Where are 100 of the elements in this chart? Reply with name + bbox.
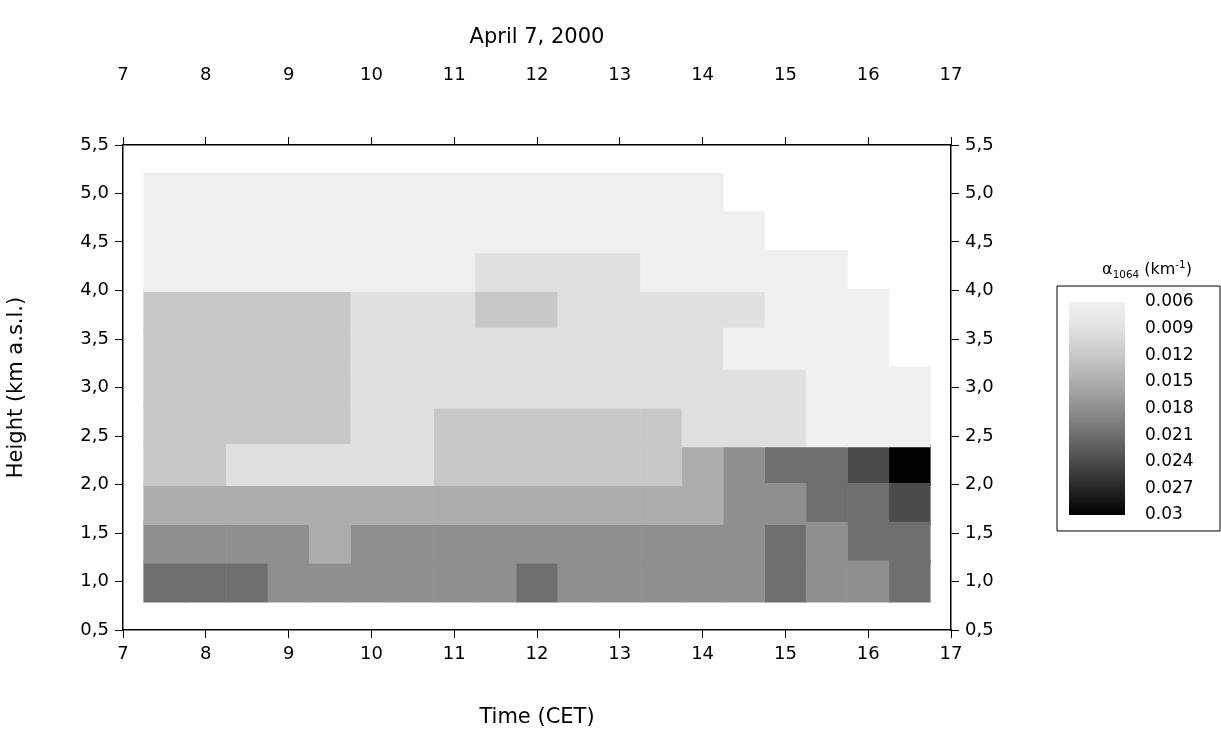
point bbox=[309, 250, 351, 293]
point bbox=[681, 560, 724, 603]
point bbox=[474, 327, 517, 370]
point bbox=[888, 521, 931, 564]
x-tick-label: 7 bbox=[117, 62, 129, 84]
y-tick-label: 1,5 bbox=[80, 520, 109, 542]
color-bar-label: 0.018 bbox=[1145, 396, 1194, 417]
point bbox=[267, 250, 310, 293]
y2-tick-label: 1,5 bbox=[965, 520, 994, 542]
chart-title: April 7, 2000 bbox=[469, 24, 605, 49]
point bbox=[309, 444, 351, 487]
y2-tick-label: 2,5 bbox=[965, 423, 994, 445]
point bbox=[474, 366, 517, 409]
y-axis-title: Height (km a.s.l.) bbox=[3, 296, 28, 479]
x-tick-label: 8 bbox=[200, 62, 212, 84]
point bbox=[226, 250, 269, 293]
point bbox=[474, 250, 517, 293]
y2-tick-label: 5,0 bbox=[965, 181, 994, 203]
x-tick-label: 9 bbox=[282, 62, 295, 84]
point bbox=[557, 366, 600, 409]
x-tick-label: 16 bbox=[856, 62, 880, 84]
x-tick-label: 13 bbox=[608, 62, 632, 84]
x-axis-title: Time (CET) bbox=[478, 703, 595, 728]
x-tick-label: 14 bbox=[691, 62, 715, 84]
x2-tick-label: 12 bbox=[525, 642, 549, 664]
x2-tick-label: 14 bbox=[691, 642, 715, 664]
y2-tick-label: 0,5 bbox=[965, 617, 994, 639]
point bbox=[267, 560, 310, 603]
point bbox=[516, 444, 558, 487]
y-tick-label: 3,5 bbox=[80, 326, 109, 348]
point bbox=[557, 444, 600, 487]
point bbox=[640, 444, 683, 487]
point bbox=[640, 366, 683, 409]
point bbox=[723, 250, 765, 293]
point bbox=[681, 405, 724, 448]
point bbox=[143, 250, 186, 293]
y-tick-label: 3,0 bbox=[80, 375, 109, 397]
y2-tick-label: 5,5 bbox=[965, 132, 994, 154]
point bbox=[267, 444, 310, 487]
y-tick-label: 5,5 bbox=[80, 132, 109, 154]
point bbox=[888, 482, 931, 525]
point bbox=[847, 405, 890, 448]
point bbox=[143, 444, 186, 487]
point bbox=[764, 560, 807, 603]
x2-tick-label: 11 bbox=[442, 642, 466, 664]
y2-tick-label: 4,0 bbox=[965, 278, 994, 300]
point bbox=[143, 327, 186, 370]
point bbox=[764, 482, 807, 525]
point bbox=[598, 444, 641, 487]
point bbox=[433, 560, 476, 603]
color-bar-label: 0.024 bbox=[1145, 450, 1194, 471]
point bbox=[598, 560, 641, 603]
point bbox=[723, 405, 765, 448]
y-tick-label: 2,0 bbox=[80, 472, 109, 494]
x-tick-label: 10 bbox=[359, 62, 383, 84]
point bbox=[681, 482, 724, 525]
point bbox=[516, 366, 558, 409]
y2-tick-label: 3,0 bbox=[965, 375, 994, 397]
color-bar-label: 0.006 bbox=[1145, 290, 1194, 311]
x2-tick-label: 7 bbox=[117, 642, 129, 664]
y-tick-label: 1,0 bbox=[80, 569, 109, 591]
x2-tick-label: 17 bbox=[939, 642, 963, 664]
point bbox=[391, 560, 434, 603]
point bbox=[391, 444, 434, 487]
color-bar-label: 0.015 bbox=[1145, 370, 1194, 391]
x-tick-label: 17 bbox=[939, 62, 963, 84]
color-bar-label: 0.009 bbox=[1145, 317, 1194, 338]
point bbox=[805, 405, 848, 448]
x2-tick-label: 16 bbox=[856, 642, 880, 664]
point bbox=[350, 444, 393, 487]
point bbox=[474, 560, 517, 603]
color-bar-label: 0.03 bbox=[1145, 503, 1183, 524]
point bbox=[764, 405, 807, 448]
point bbox=[184, 250, 227, 293]
y2-tick-label: 1,0 bbox=[965, 569, 994, 591]
y2-tick-label: 2,0 bbox=[965, 472, 994, 494]
point bbox=[350, 250, 393, 293]
point bbox=[433, 444, 476, 487]
y2-tick-label: 3,5 bbox=[965, 326, 994, 348]
color-bar-label: 0.021 bbox=[1145, 423, 1194, 444]
point bbox=[474, 444, 517, 487]
y-tick-label: 4,0 bbox=[80, 278, 109, 300]
x2-tick-label: 9 bbox=[282, 642, 295, 664]
y-tick-label: 5,0 bbox=[80, 181, 109, 203]
color-bar-label: 0.027 bbox=[1145, 476, 1194, 497]
y-tick-label: 2,5 bbox=[80, 423, 109, 445]
color-bar-label: 0.012 bbox=[1145, 343, 1194, 364]
point bbox=[640, 560, 683, 603]
point bbox=[350, 560, 393, 603]
x-tick-label: 12 bbox=[525, 62, 549, 84]
point bbox=[805, 560, 848, 603]
point bbox=[557, 560, 600, 603]
point bbox=[847, 482, 890, 525]
point bbox=[226, 444, 269, 487]
point bbox=[888, 560, 931, 603]
point bbox=[723, 560, 765, 603]
point bbox=[516, 250, 558, 293]
point bbox=[805, 521, 848, 564]
x2-tick-label: 15 bbox=[773, 642, 797, 664]
point bbox=[433, 250, 476, 293]
